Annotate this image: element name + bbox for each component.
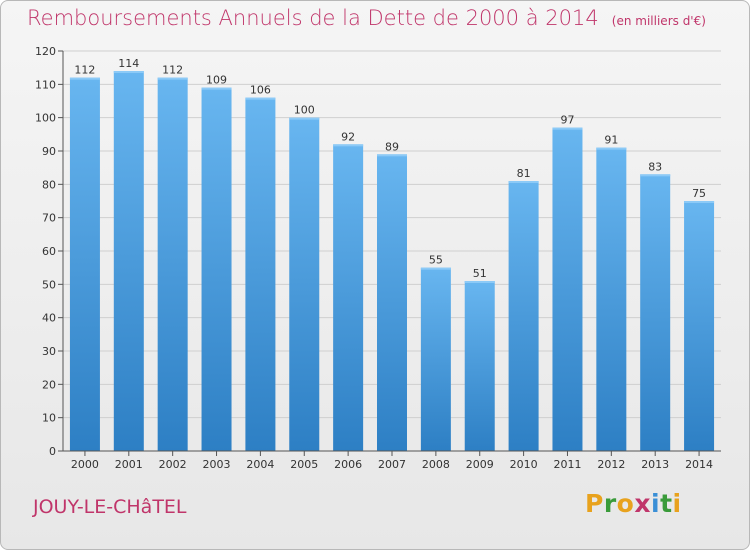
data-label: 83 xyxy=(648,160,662,173)
bar-top-highlight xyxy=(289,117,320,120)
bar-top-highlight xyxy=(245,97,276,100)
logo-letter: i xyxy=(651,489,661,518)
logo-letter: i xyxy=(672,489,682,518)
y-tick-label: 40 xyxy=(42,312,56,325)
x-tick-label: 2009 xyxy=(466,458,494,471)
logo-letter: o xyxy=(616,489,635,518)
x-tick-label: 2012 xyxy=(597,458,625,471)
bar-2005 xyxy=(289,117,320,452)
logo-letter: P xyxy=(585,489,604,518)
data-label: 100 xyxy=(294,104,315,117)
y-tick-label: 80 xyxy=(42,178,56,191)
x-tick-label: 2010 xyxy=(510,458,538,471)
x-tick-label: 2003 xyxy=(203,458,231,471)
y-tick-label: 60 xyxy=(42,245,56,258)
data-label: 114 xyxy=(118,57,139,70)
x-tick-label: 2007 xyxy=(378,458,406,471)
chart-title: Remboursements Annuels de la Dette de 20… xyxy=(27,6,599,30)
logo-letter: r xyxy=(603,489,617,518)
bar-top-highlight xyxy=(464,281,495,283)
data-label: 92 xyxy=(341,130,355,143)
data-label: 97 xyxy=(560,114,574,127)
bar-2011 xyxy=(552,127,583,452)
bar-2007 xyxy=(377,154,407,452)
x-tick-label: 2005 xyxy=(290,458,318,471)
data-label: 109 xyxy=(206,74,227,87)
y-tick-label: 110 xyxy=(35,78,56,91)
bar-2013 xyxy=(640,174,671,452)
chart-unit: (en milliers d'€) xyxy=(611,14,706,28)
bar-2003 xyxy=(201,87,232,452)
bar-2004 xyxy=(245,97,276,452)
bar-2009 xyxy=(464,281,495,451)
x-tick-label: 2008 xyxy=(422,458,450,471)
y-tick-label: 0 xyxy=(49,445,56,458)
data-label: 91 xyxy=(604,134,618,147)
data-label: 112 xyxy=(162,64,183,77)
bar-2002 xyxy=(157,77,188,452)
data-label: 55 xyxy=(429,254,443,267)
x-tick-label: 2014 xyxy=(685,458,713,471)
commune-name: JOUY-LE-CHâTEL xyxy=(33,496,187,518)
bar-top-highlight xyxy=(420,267,451,270)
data-label: 81 xyxy=(517,167,531,180)
y-tick-label: 100 xyxy=(35,112,56,125)
logo-letter: x xyxy=(634,489,651,518)
data-label: 112 xyxy=(74,64,95,77)
data-label: 75 xyxy=(692,187,706,200)
x-tick-label: 2011 xyxy=(553,458,581,471)
bar-top-highlight xyxy=(69,77,100,80)
data-label: 51 xyxy=(473,267,487,280)
y-tick-label: 20 xyxy=(42,378,56,391)
bar-2010 xyxy=(508,181,539,451)
proxiti-logo: Proxiti xyxy=(585,489,682,518)
bar-2012 xyxy=(596,147,627,451)
x-tick-label: 2001 xyxy=(115,458,143,471)
bar-2014 xyxy=(684,201,715,451)
bar-top-highlight xyxy=(596,147,627,150)
y-tick-label: 50 xyxy=(42,278,56,291)
y-tick-label: 10 xyxy=(42,412,56,425)
y-tick-label: 30 xyxy=(42,345,56,358)
data-label: 106 xyxy=(250,84,271,97)
bar-top-highlight xyxy=(333,144,364,147)
y-tick-label: 90 xyxy=(42,145,56,158)
bar-top-highlight xyxy=(640,174,671,177)
x-tick-label: 2002 xyxy=(159,458,187,471)
bar-top-highlight xyxy=(508,181,539,183)
bar-2000 xyxy=(69,77,100,452)
x-tick-label: 2013 xyxy=(641,458,669,471)
bar-top-highlight xyxy=(552,127,583,130)
bar-top-highlight xyxy=(377,154,407,157)
bar-top-highlight xyxy=(157,77,188,80)
logo-letter: t xyxy=(660,489,673,518)
bar-2006 xyxy=(333,144,364,452)
bar-2001 xyxy=(113,71,144,451)
x-tick-label: 2000 xyxy=(71,458,99,471)
x-tick-label: 2004 xyxy=(246,458,274,471)
bar-top-highlight xyxy=(113,71,144,73)
bar-top-highlight xyxy=(684,201,715,203)
data-label: 89 xyxy=(385,140,399,153)
title-row: Remboursements Annuels de la Dette de 20… xyxy=(27,6,706,30)
y-tick-label: 120 xyxy=(35,45,56,58)
bar-2008 xyxy=(420,267,451,451)
x-tick-label: 2006 xyxy=(334,458,362,471)
bar-top-highlight xyxy=(201,87,232,90)
y-tick-label: 70 xyxy=(42,212,56,225)
